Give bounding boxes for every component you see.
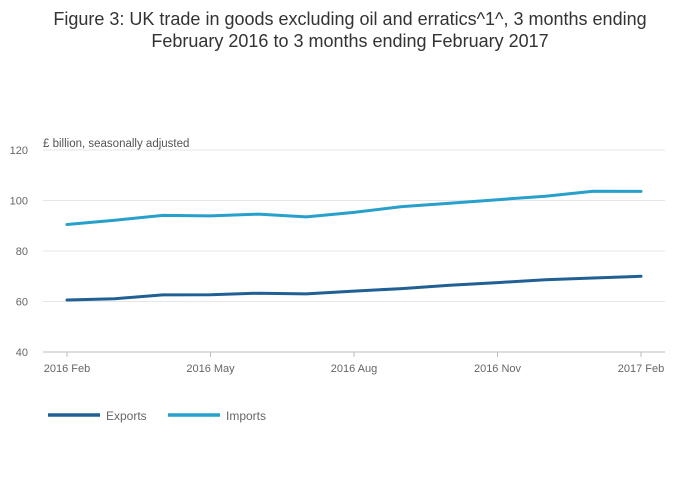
legend: Exports Imports	[48, 409, 266, 423]
y-tick-label-60: 60	[16, 297, 28, 309]
series-line-exports	[65, 274, 643, 302]
series-lines	[65, 189, 643, 302]
chart-title-line-2: February 2016 to 3 months ending Februar…	[151, 31, 549, 51]
x-tick-label-0: 2016 Feb	[44, 363, 90, 375]
gridlines	[43, 149, 665, 302]
y-axis-unit-label: £ billion, seasonally adjusted	[43, 138, 189, 150]
y-tick-label-100: 100	[10, 196, 28, 208]
series-line-imports	[65, 189, 643, 226]
chart-title-line-1: Figure 3: UK trade in goods excluding oi…	[53, 9, 647, 29]
y-axis: 40 60 80 100 120	[10, 145, 28, 359]
x-tick-label-6: 2016 Aug	[331, 363, 378, 375]
y-tick-label-120: 120	[10, 145, 28, 157]
x-axis: 2016 Feb 2016 May 2016 Aug 2016 Nov 2017 Feb	[43, 351, 665, 375]
x-tick-label-3: 2016 May	[186, 363, 235, 375]
legend-label-imports: Imports	[226, 409, 266, 423]
legend-label-exports: Exports	[106, 409, 147, 423]
y-tick-label-80: 80	[16, 246, 28, 258]
chart-title: Figure 3: UK trade in goods excluding oi…	[0, 8, 700, 52]
x-tick-label-12: 2017 Feb	[618, 363, 664, 375]
x-tick-label-9: 2016 Nov	[474, 363, 522, 375]
y-tick-label-40: 40	[16, 347, 28, 359]
